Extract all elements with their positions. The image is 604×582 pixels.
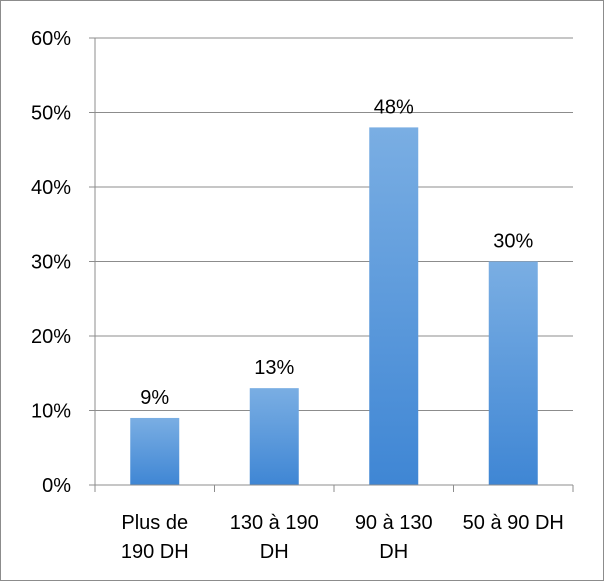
data-label: 13% — [254, 357, 294, 379]
y-tick-label: 10% — [31, 401, 71, 423]
bar — [488, 261, 538, 485]
y-tick-label: 40% — [31, 177, 71, 199]
y-tick-label: 0% — [42, 475, 71, 497]
x-axis — [94, 484, 574, 492]
bar — [130, 417, 180, 485]
y-tick-label: 30% — [31, 252, 71, 274]
y-tick-label: 60% — [31, 28, 71, 50]
y-tick-label: 20% — [31, 326, 71, 348]
x-tick-label: 130 à 190 DH — [230, 512, 319, 563]
bar — [369, 127, 419, 486]
x-tick-label: 50 à 90 DH — [463, 512, 564, 534]
y-axis-ticks: 0% 10% 20% 30% 40% 50% 60% — [31, 28, 96, 497]
data-label: 30% — [493, 231, 533, 253]
y-tick-label: 50% — [31, 103, 71, 125]
x-tick-label: Plus de 190 DH — [121, 512, 189, 563]
data-label: 48% — [374, 96, 414, 118]
bars — [130, 127, 538, 486]
data-labels: 9% 13% 48% 30% — [140, 96, 533, 409]
data-label: 9% — [140, 387, 169, 409]
bar — [249, 388, 299, 485]
category-labels: Plus de 190 DH 130 à 190 DH 90 à 130 DH 50 à 9… — [121, 512, 564, 563]
x-tick-label: 90 à 130 DH — [355, 512, 433, 563]
